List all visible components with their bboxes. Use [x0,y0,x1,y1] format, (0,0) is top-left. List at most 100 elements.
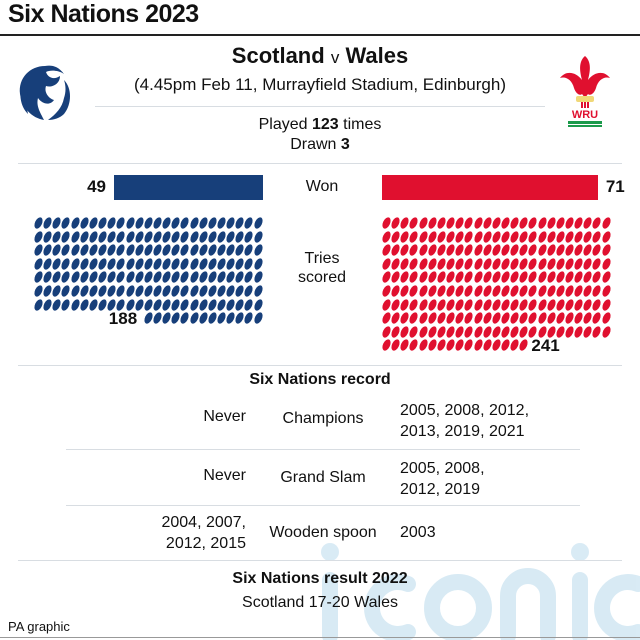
try-mark [481,243,493,258]
try-mark [463,256,475,271]
try-mark [87,229,100,244]
try-mark [206,229,219,244]
try-mark [179,297,191,312]
try-mark [490,256,503,271]
try-mark [243,270,255,285]
try-mark [252,243,264,258]
wales-won-value: 71 [605,177,625,196]
try-mark [527,243,539,258]
try-mark [60,256,72,271]
try-mark [133,229,145,244]
try-mark [600,311,612,326]
try-mark [408,243,420,258]
try-mark [69,229,81,244]
try-mark [243,243,255,258]
try-mark [472,324,484,339]
try-mark [188,256,200,271]
try-mark [188,311,200,326]
record-wales-grand-slam: 2005, 2008, 2012, 2019 [400,460,485,498]
result-heading: Six Nations result 2022 [232,570,408,587]
try-mark [243,216,255,230]
try-mark [142,216,155,230]
try-mark [490,297,503,312]
try-mark [60,284,72,298]
drawn-value: 3 [340,136,350,153]
footer-credit: PA graphic [8,619,70,634]
scotland-tries-value: 188 [108,309,138,329]
record-scotland-grand-slam: Never [203,467,246,484]
try-mark [490,311,503,326]
try-mark [490,216,503,230]
try-mark [481,324,493,339]
drawn-count: Drawn 3 [0,136,640,154]
try-mark [188,284,200,298]
try-mark [536,311,548,326]
try-mark [133,243,145,258]
try-mark [179,243,191,258]
try-mark [142,297,155,312]
try-mark [188,243,200,258]
try-mark [600,216,612,230]
try-mark [536,229,548,244]
try-mark [151,297,164,312]
try-mark [87,256,100,271]
try-mark [115,270,127,285]
wales-won-bar [382,175,598,200]
try-mark [252,311,264,326]
try-mark [463,216,475,230]
wales-tries-value: 241 [531,336,560,356]
try-mark [188,297,200,312]
try-mark [591,270,603,285]
record-category-wooden-spoon: Wooden spoon [269,524,377,541]
try-mark [252,256,264,271]
try-mark [472,229,484,244]
try-mark [417,243,429,258]
try-mark [408,284,420,298]
try-mark [142,311,155,326]
try-mark [527,284,539,298]
divider [18,365,622,366]
try-mark [426,311,438,326]
try-mark [197,270,209,285]
scotland-thistle-icon [19,65,70,120]
played-count: Played 123 times [0,116,640,134]
match-details: (4.45pm Feb 11, Murrayfield Stadium, Edi… [134,75,506,94]
try-mark [60,270,72,285]
away-team: Wales [345,43,409,68]
try-mark [463,324,475,339]
try-mark [499,297,512,312]
try-mark [463,338,475,353]
try-mark [481,229,493,244]
try-mark [435,297,448,312]
try-mark [472,297,484,312]
try-mark [426,243,438,258]
try-mark [591,229,603,244]
divider [95,106,545,107]
try-mark [408,297,420,312]
try-mark [518,338,530,353]
played-prefix: Played [258,116,312,133]
try-mark [481,270,493,285]
try-mark [243,229,255,244]
won-label: Won [305,178,339,195]
try-mark [536,284,548,298]
try-mark [78,229,90,244]
try-mark [197,256,209,271]
scotland-won-value: 49 [87,177,106,196]
try-mark [151,229,164,244]
try-mark [179,256,191,271]
try-mark [527,297,539,312]
try-mark [124,270,136,285]
try-mark [133,256,145,271]
try-mark [188,270,200,285]
divider [66,505,580,506]
try-mark [591,324,603,339]
try-mark [124,216,136,230]
try-mark [142,229,155,244]
try-mark [481,297,493,312]
try-mark [124,243,136,258]
try-mark [481,311,493,326]
try-mark [472,243,484,258]
try-mark [417,256,429,271]
try-mark [591,311,603,326]
